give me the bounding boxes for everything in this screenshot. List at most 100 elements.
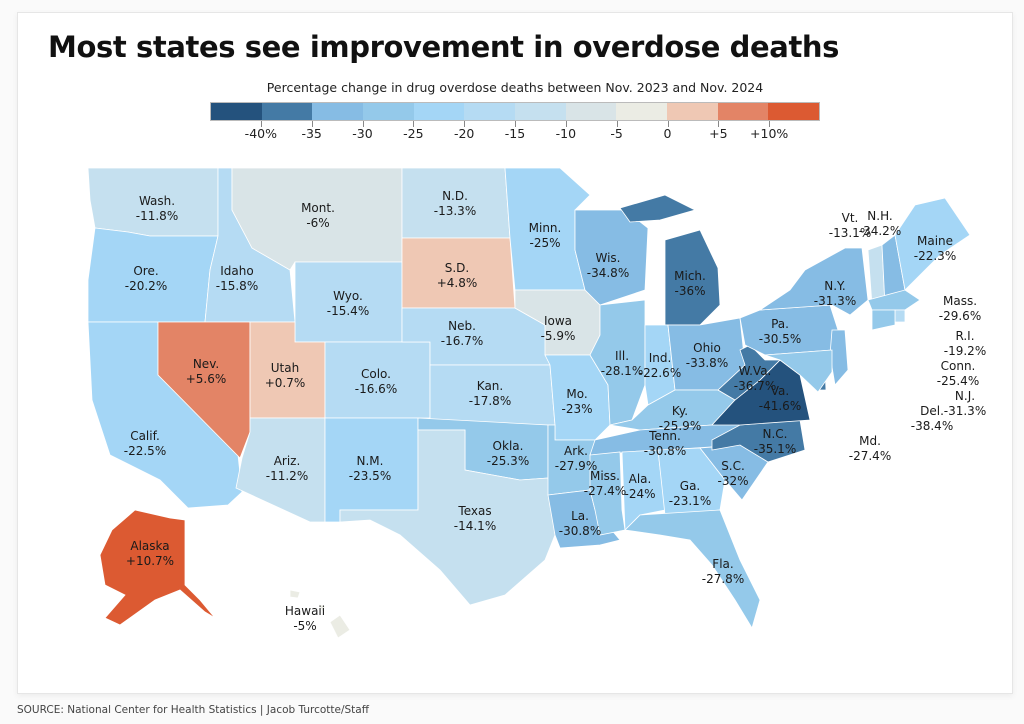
legend-swatch <box>515 103 566 120</box>
state-al <box>621 449 666 531</box>
labels-layer: Wash.-11.8%Ore.-20.2%Calif.-22.5%Idaho-1… <box>124 189 986 633</box>
state-value-label: -15.4% <box>327 304 369 318</box>
state-value-label: -27.8% <box>702 572 744 586</box>
legend-tick-label: -15 <box>504 126 526 141</box>
state-nd <box>401 167 511 239</box>
state-value-label: -16.7% <box>441 334 483 348</box>
state-value-label: -30.5% <box>759 332 801 346</box>
state-name-label: Hawaii <box>285 604 325 618</box>
state-value-label: -38.4% <box>911 419 953 433</box>
legend-tick-label: -30 <box>352 126 373 141</box>
state-name-label: Wyo. <box>333 289 363 303</box>
state-ct <box>871 309 896 331</box>
state-value-label: -34.2% <box>859 224 901 238</box>
state-name-label: Vt. <box>842 211 859 225</box>
state-name-label: Va. <box>771 384 789 398</box>
legend-tick <box>260 121 262 127</box>
states-layer <box>87 167 971 639</box>
legend-tick-label: -35 <box>301 126 322 141</box>
state-name-label: W.Va. <box>739 364 772 378</box>
state-name-label: N.J. <box>955 389 975 403</box>
legend-tick-label: +5 <box>709 126 728 141</box>
state-name-label: Ariz. <box>274 454 301 468</box>
state-value-label: -31.3% <box>814 294 856 308</box>
state-name-label: Ind. <box>649 351 672 365</box>
legend-swatch <box>667 103 718 120</box>
state-value-label: -34.8% <box>587 266 629 280</box>
legend-tick-label: -5 <box>610 126 623 141</box>
state-value-label: -16.6% <box>355 382 397 396</box>
legend-swatch <box>616 103 668 120</box>
state-value-label: -23.5% <box>349 469 391 483</box>
state-md <box>764 349 833 393</box>
state-name-label: S.D. <box>445 261 470 275</box>
state-ga <box>657 447 726 516</box>
state-name-label: Neb. <box>448 319 476 333</box>
state-value-label: -5% <box>293 619 316 633</box>
state-name-label: Texas <box>457 504 491 518</box>
state-value-label: -25.9% <box>659 419 701 433</box>
legend-swatch <box>464 103 516 120</box>
state-value-label: -17.8% <box>469 394 511 408</box>
state-name-label: Ala. <box>629 472 652 486</box>
state-fl <box>624 509 761 629</box>
legend-swatch <box>363 103 414 120</box>
state-name-label: Ore. <box>133 264 158 278</box>
state-name-label: Mo. <box>566 387 587 401</box>
state-name-label: N.Y. <box>824 279 846 293</box>
state-value-label: -27.4% <box>584 484 626 498</box>
state-value-label: -22.6% <box>639 366 681 380</box>
state-value-label: -22.5% <box>124 444 166 458</box>
state-value-label: -41.6% <box>759 399 801 413</box>
state-value-label: -22.3% <box>914 249 956 263</box>
state-value-label: +10.7% <box>126 554 174 568</box>
state-name-label: Conn. <box>941 359 976 373</box>
state-name-label: Minn. <box>529 221 562 235</box>
legend-tick <box>667 121 669 127</box>
state-value-label: -29.6% <box>939 309 981 323</box>
chart-title: Most states see improvement in overdose … <box>48 30 840 64</box>
state-name-label: Pa. <box>771 317 789 331</box>
state-name-label: Fla. <box>712 557 733 571</box>
state-value-label: -19.2% <box>944 344 986 358</box>
state-ak <box>99 509 216 626</box>
state-value-label: -6% <box>306 216 329 230</box>
state-name-label: Calif. <box>130 429 160 443</box>
state-ma <box>867 289 921 311</box>
legend-tick-label: 0 <box>663 126 672 141</box>
state-value-label: -15.8% <box>216 279 258 293</box>
state-name-label: Colo. <box>361 367 391 381</box>
state-name-label: S.C. <box>721 459 745 473</box>
legend-tick-label: -25 <box>403 126 424 141</box>
legend-tick <box>413 121 415 127</box>
state-value-label: -14.1% <box>454 519 496 533</box>
state-value-label: -13.1% <box>829 226 871 240</box>
legend-swatch <box>312 103 364 120</box>
state-value-label: -27.4% <box>849 449 891 463</box>
state-value-label: -11.2% <box>266 469 308 483</box>
state-name-label: Ga. <box>680 479 700 493</box>
legend-tick <box>311 121 313 127</box>
state-name-label: N.D. <box>442 189 468 203</box>
state-name-label: Mich. <box>674 269 706 283</box>
state-name-label: Ohio <box>693 341 721 355</box>
state-name-label: Nev. <box>193 357 219 371</box>
state-name-label: Md. <box>859 434 881 448</box>
state-value-label: -28.1% <box>601 364 643 378</box>
state-value-label: +5.6% <box>186 372 227 386</box>
state-name-label: Wis. <box>595 251 620 265</box>
state-value-label: -36% <box>674 284 705 298</box>
state-value-label: -24% <box>624 487 655 501</box>
state-value-label: -32% <box>717 474 748 488</box>
state-value-label: -13.3% <box>434 204 476 218</box>
state-name-label: Utah <box>271 361 299 375</box>
legend-tick <box>769 121 771 127</box>
state-name-label: Wash. <box>139 194 175 208</box>
state-name-label: La. <box>571 509 589 523</box>
state-value-label: -33.8% <box>686 356 728 370</box>
state-value-label: -36.7% <box>734 379 776 393</box>
state-value-label: -30.8% <box>644 444 686 458</box>
state-wv <box>717 344 781 401</box>
legend-title: Percentage change in drug overdose death… <box>266 80 764 95</box>
state-value-label: -5.9% <box>541 329 576 343</box>
